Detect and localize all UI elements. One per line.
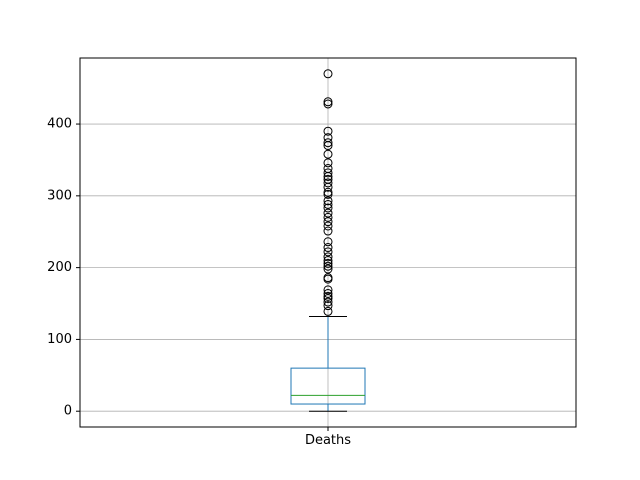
iqr-box xyxy=(290,367,366,405)
y-tick-label: 0 xyxy=(64,404,72,419)
outlier-point xyxy=(323,174,333,184)
outlier-point xyxy=(323,158,333,168)
outlier-point xyxy=(323,189,333,199)
outlier-point xyxy=(323,126,333,136)
y-axis-ticks: 0 100 200 300 400 xyxy=(47,117,80,419)
outlier-point xyxy=(323,199,333,209)
outlier-point xyxy=(323,178,333,188)
outlier-point xyxy=(323,264,333,274)
outlier-point xyxy=(323,217,333,227)
x-tick-label: Deaths xyxy=(305,433,351,448)
outlier-point xyxy=(323,301,333,311)
outlier-point xyxy=(323,212,333,222)
outlier-point xyxy=(323,196,333,206)
outlier-point xyxy=(323,288,333,298)
outlier-point xyxy=(323,285,333,295)
y-tick-label: 400 xyxy=(47,117,72,132)
outlier-point xyxy=(323,187,333,197)
y-tick-label: 200 xyxy=(47,260,72,275)
outlier-point xyxy=(323,297,333,307)
outlier-point xyxy=(323,226,333,236)
outlier-point xyxy=(323,291,333,301)
y-tick-label: 100 xyxy=(47,332,72,347)
outlier-point xyxy=(323,203,333,213)
outlier-point xyxy=(323,261,333,271)
outlier-point xyxy=(323,168,333,178)
y-tick-label: 300 xyxy=(47,188,72,203)
outlier-point xyxy=(323,221,333,231)
outlier-point xyxy=(323,306,333,316)
outlier-point xyxy=(323,69,333,79)
outlier-point xyxy=(323,247,333,257)
outlier-point xyxy=(323,293,333,303)
outlier-point xyxy=(323,252,333,262)
outlier-point xyxy=(323,97,333,107)
outlier-point xyxy=(323,149,333,159)
outlier-point xyxy=(323,273,333,283)
outlier-point xyxy=(323,255,333,265)
outlier-point xyxy=(323,164,333,174)
x-axis-ticks: Deaths xyxy=(305,427,351,448)
outlier-point xyxy=(323,208,333,218)
box-series xyxy=(290,69,366,412)
outlier-point xyxy=(323,243,333,253)
outlier-point xyxy=(323,258,333,268)
outlier-point xyxy=(323,138,333,148)
outlier-point xyxy=(323,133,333,143)
outlier-point xyxy=(323,99,333,109)
outlier-point xyxy=(323,237,333,247)
